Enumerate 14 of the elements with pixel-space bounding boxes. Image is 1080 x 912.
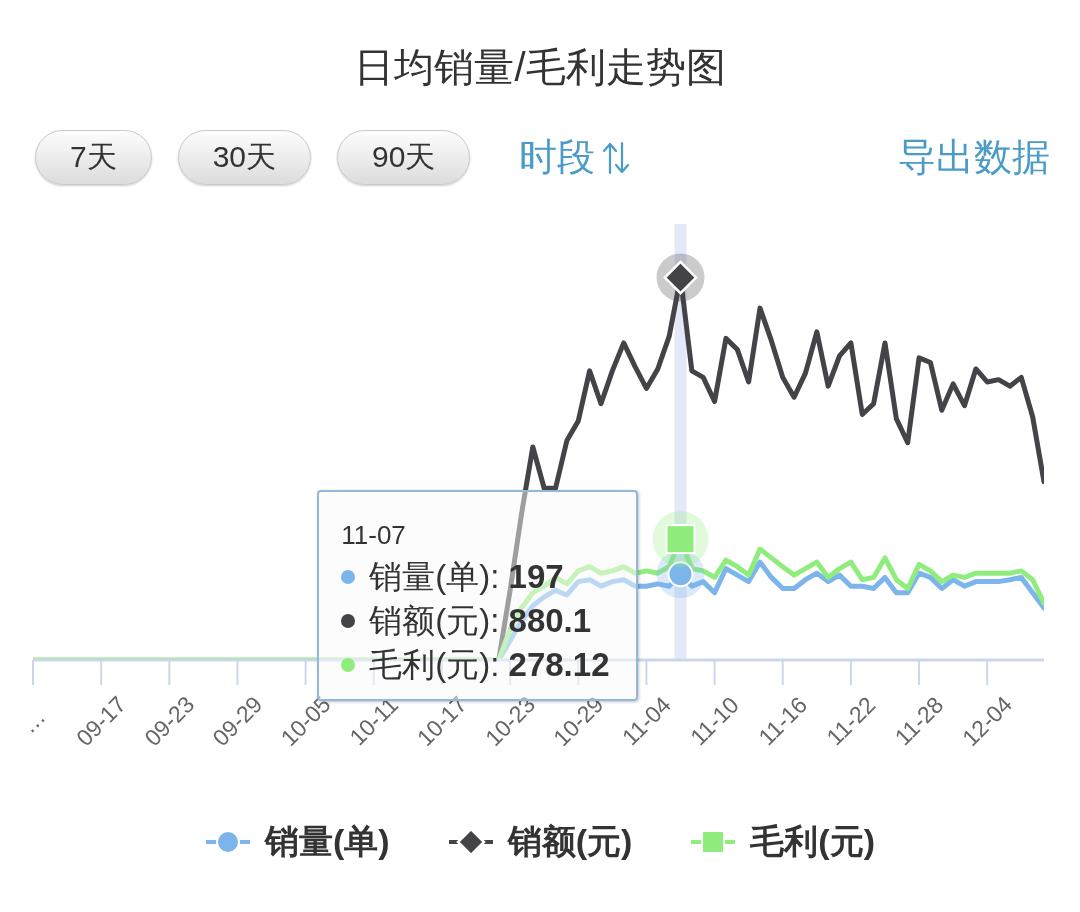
x-tick-label: … <box>15 703 51 739</box>
legend-label: 销额(元) <box>507 822 633 860</box>
annotation: 毛利(元): 278.12 <box>369 645 610 683</box>
text: 时段 <box>519 135 596 180</box>
annotation: 销量(单): 197 <box>369 557 564 595</box>
annotation: 11-07 <box>341 520 406 550</box>
pill-button: 90天 <box>337 130 471 185</box>
legend-label: 销量(单) <box>265 822 390 860</box>
pill-button: 30天 <box>177 130 312 185</box>
text: 导出数据 <box>898 136 1050 178</box>
pill-button: 7天 <box>35 130 152 185</box>
annotation: 销额(元): 880.1 <box>369 601 592 639</box>
legend-label: 毛利(元) <box>750 822 875 860</box>
chart-title: 日均销量/毛利走势图 <box>354 45 726 89</box>
